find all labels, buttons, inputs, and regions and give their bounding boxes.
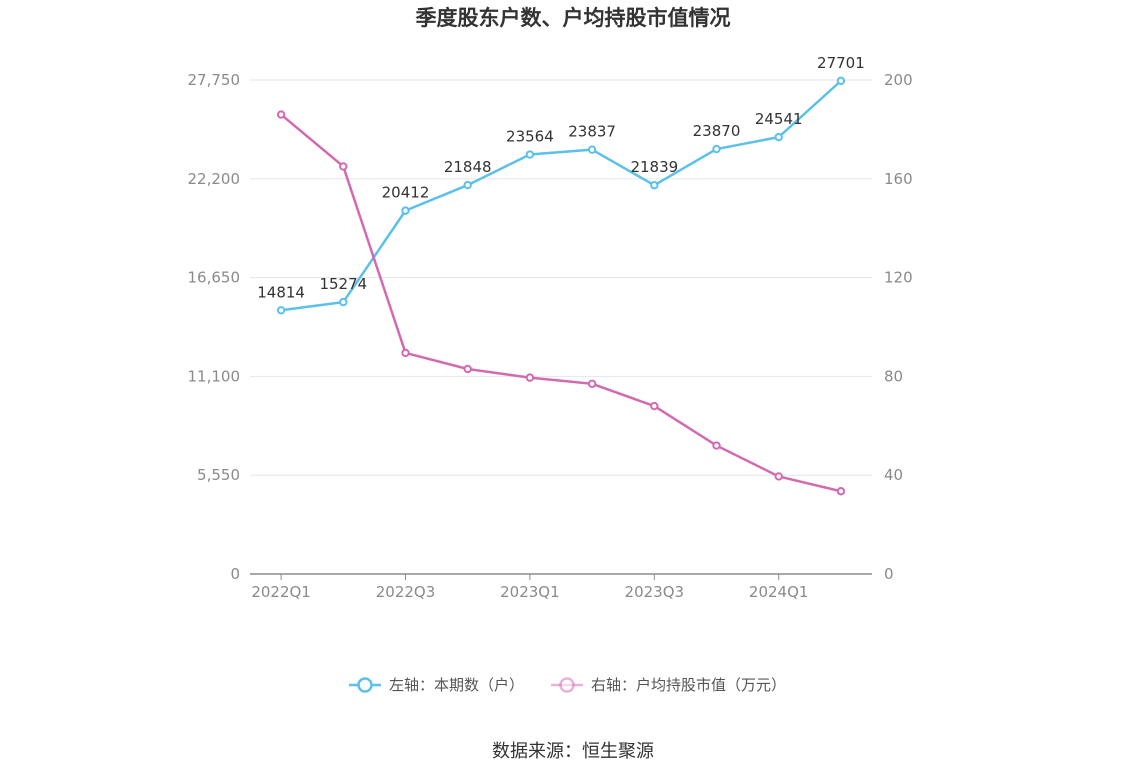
- data-point[interactable]: [774, 132, 783, 142]
- y-right-tick-label: 200: [884, 71, 913, 89]
- data-point[interactable]: [401, 348, 410, 358]
- y-left-tick-label: 11,100: [188, 367, 241, 385]
- series-line-avg-holding-value: [280, 113, 842, 493]
- data-point[interactable]: [339, 297, 348, 307]
- y-right-tick-label: 0: [884, 565, 894, 583]
- data-point[interactable]: [650, 401, 659, 411]
- series-layer: [276, 76, 846, 496]
- data-label: 23870: [693, 122, 741, 140]
- data-label: 24541: [755, 110, 803, 128]
- data-point[interactable]: [463, 364, 472, 374]
- y-right-tick-label: 80: [884, 367, 903, 385]
- x-tick-label: 2022Q1: [251, 583, 311, 601]
- legend-label: 左轴：本期数（户）: [389, 676, 524, 694]
- y-left-tick-label: 0: [230, 565, 240, 583]
- gridlines: [250, 79, 872, 476]
- data-labels: 14814 15274 20412 21848 23564 23837 21839 23870…: [257, 54, 865, 301]
- data-point[interactable]: [401, 206, 410, 215]
- data-label: 23564: [506, 128, 554, 146]
- data-point[interactable]: [463, 180, 472, 190]
- data-point[interactable]: [836, 487, 846, 496]
- x-tick-label: 2024Q1: [749, 583, 809, 601]
- data-label: 21848: [444, 158, 492, 176]
- legend[interactable]: 左轴：本期数（户） 右轴：户均持股市值（万元）: [349, 676, 786, 694]
- data-label: 14814: [257, 283, 305, 301]
- data-point[interactable]: [276, 110, 286, 119]
- legend-marker: [559, 677, 575, 693]
- data-label: 27701: [817, 54, 865, 72]
- legend-marker: [357, 677, 373, 693]
- data-label: 15274: [319, 275, 367, 293]
- data-point[interactable]: [650, 181, 659, 190]
- y-left-tick-label: 16,650: [188, 269, 241, 287]
- y-right-tick-label: 160: [884, 170, 913, 188]
- data-point[interactable]: [339, 162, 348, 171]
- x-tick-label: 2023Q3: [625, 583, 685, 601]
- y-left-tick-label: 27,750: [188, 71, 241, 89]
- data-point[interactable]: [276, 306, 286, 315]
- legend-label: 右轴：户均持股市值（万元）: [591, 676, 786, 694]
- x-tick-label: 2022Q3: [376, 583, 436, 601]
- data-point[interactable]: [712, 441, 721, 450]
- data-point[interactable]: [836, 76, 846, 86]
- x-tick-label: 2023Q1: [500, 583, 560, 601]
- legend-item-avg-holding-value[interactable]: 右轴：户均持股市值（万元）: [551, 676, 786, 694]
- y-right-tick-label: 40: [884, 466, 903, 484]
- data-label: 23837: [568, 123, 616, 141]
- axes: 0 5,550 11,100 16,650 22,200 27,750 0 40 80 120 16…: [188, 71, 913, 601]
- data-point[interactable]: [712, 144, 721, 154]
- data-point[interactable]: [774, 472, 783, 481]
- data-label: 20412: [382, 184, 430, 202]
- data-point[interactable]: [587, 145, 597, 154]
- y-left-tick-label: 5,550: [197, 466, 240, 484]
- y-right-tick-label: 120: [884, 269, 913, 287]
- data-point[interactable]: [525, 150, 535, 159]
- legend-item-shareholder-count[interactable]: 左轴：本期数（户）: [349, 676, 524, 694]
- y-left-tick-label: 22,200: [188, 170, 241, 188]
- data-point[interactable]: [525, 373, 535, 382]
- chart-title: 季度股东户数、户均持股市值情况: [416, 6, 731, 30]
- source-note: 数据来源：恒生聚源: [492, 741, 654, 762]
- data-label: 21839: [630, 158, 678, 176]
- data-point[interactable]: [587, 379, 597, 389]
